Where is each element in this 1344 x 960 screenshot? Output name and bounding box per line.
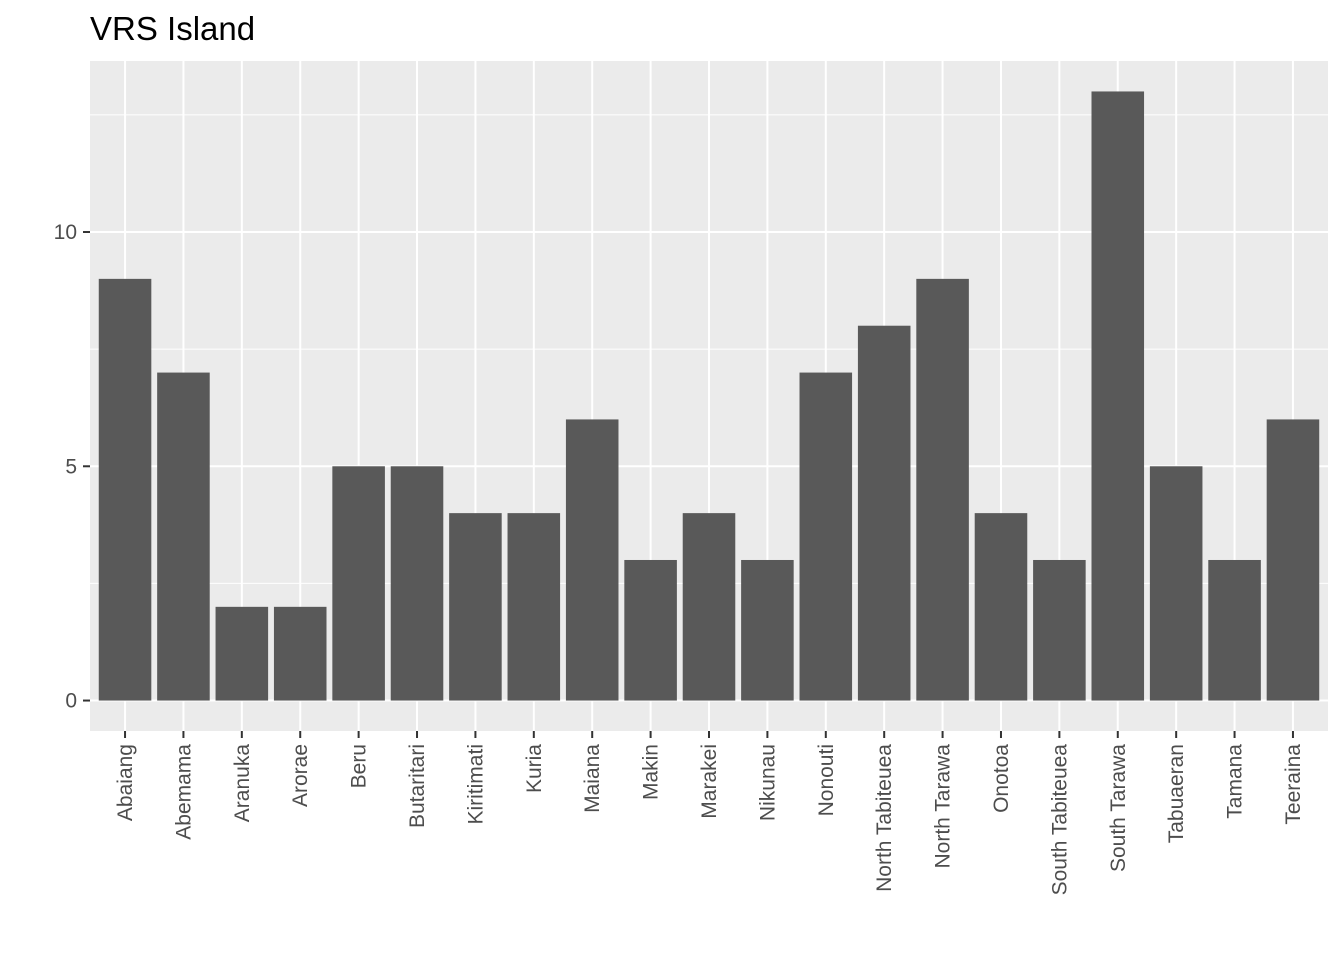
bar-north-tabiteuea <box>857 325 911 701</box>
x-tick-label: South Tabiteuea <box>1048 744 1071 896</box>
x-tick-label: Makin <box>640 744 663 800</box>
x-tick-label: Teeraina <box>1282 744 1305 825</box>
bar-teeraina <box>1266 419 1320 701</box>
y-tick-label: 0 <box>65 690 77 713</box>
bar-maiana <box>565 419 619 701</box>
bar-marakei <box>682 513 736 701</box>
bar-south-tarawa <box>1091 91 1145 701</box>
bar-makin <box>624 559 677 701</box>
x-tick-label: Butaritari <box>406 744 429 828</box>
x-tick-label: Arorae <box>289 744 312 807</box>
y-tick-label: 5 <box>65 455 77 478</box>
x-tick-label: Tamana <box>1224 744 1247 819</box>
x-tick-label: Onotoa <box>990 744 1013 813</box>
bar-south-tabiteuea <box>1033 559 1086 701</box>
bar-abaiang <box>98 278 152 701</box>
x-tick-label: Marakei <box>698 744 721 819</box>
x-tick-label: North Tabiteuea <box>873 744 896 892</box>
bar-tamana <box>1208 559 1261 701</box>
y-tick-label: 10 <box>54 221 77 244</box>
x-tick-label: Aranuka <box>231 744 254 823</box>
x-tick-label: Beru <box>348 744 371 788</box>
bar-north-tarawa <box>916 278 969 701</box>
x-tick-label: Maiana <box>581 744 604 813</box>
x-tick-label: North Tarawa <box>932 744 955 869</box>
bar-kiritimati <box>449 513 502 701</box>
x-tick-label: Kiritimati <box>464 744 487 825</box>
bar-onotoa <box>974 513 1028 701</box>
x-axis: Abaiang Abemama Aranuka Arorae Beru Butaritar… <box>114 731 1305 895</box>
x-tick-label: Abemama <box>172 744 195 840</box>
x-tick-label: Abaiang <box>114 744 137 821</box>
x-tick-label: South Tarawa <box>1107 744 1130 872</box>
bar-tabuaeran <box>1149 466 1203 701</box>
x-tick-label: Nonouti <box>815 744 838 816</box>
bar-arorae <box>273 606 327 701</box>
y-axis: 0 5 10 <box>54 221 90 713</box>
bar-beru <box>332 466 385 701</box>
bar-butaritari <box>390 466 444 701</box>
bar-kuria <box>507 513 561 701</box>
bar-aranuka <box>215 606 269 701</box>
x-tick-label: Kuria <box>523 744 546 793</box>
bars <box>98 91 1320 701</box>
x-tick-label: Nikunau <box>756 744 779 821</box>
bar-abemama <box>157 372 210 701</box>
bar-nikunau <box>741 559 794 701</box>
chart-title: VRS Island <box>90 10 256 47</box>
bar-nonouti <box>799 372 853 701</box>
x-tick-label: Tabuaeran <box>1165 744 1188 843</box>
